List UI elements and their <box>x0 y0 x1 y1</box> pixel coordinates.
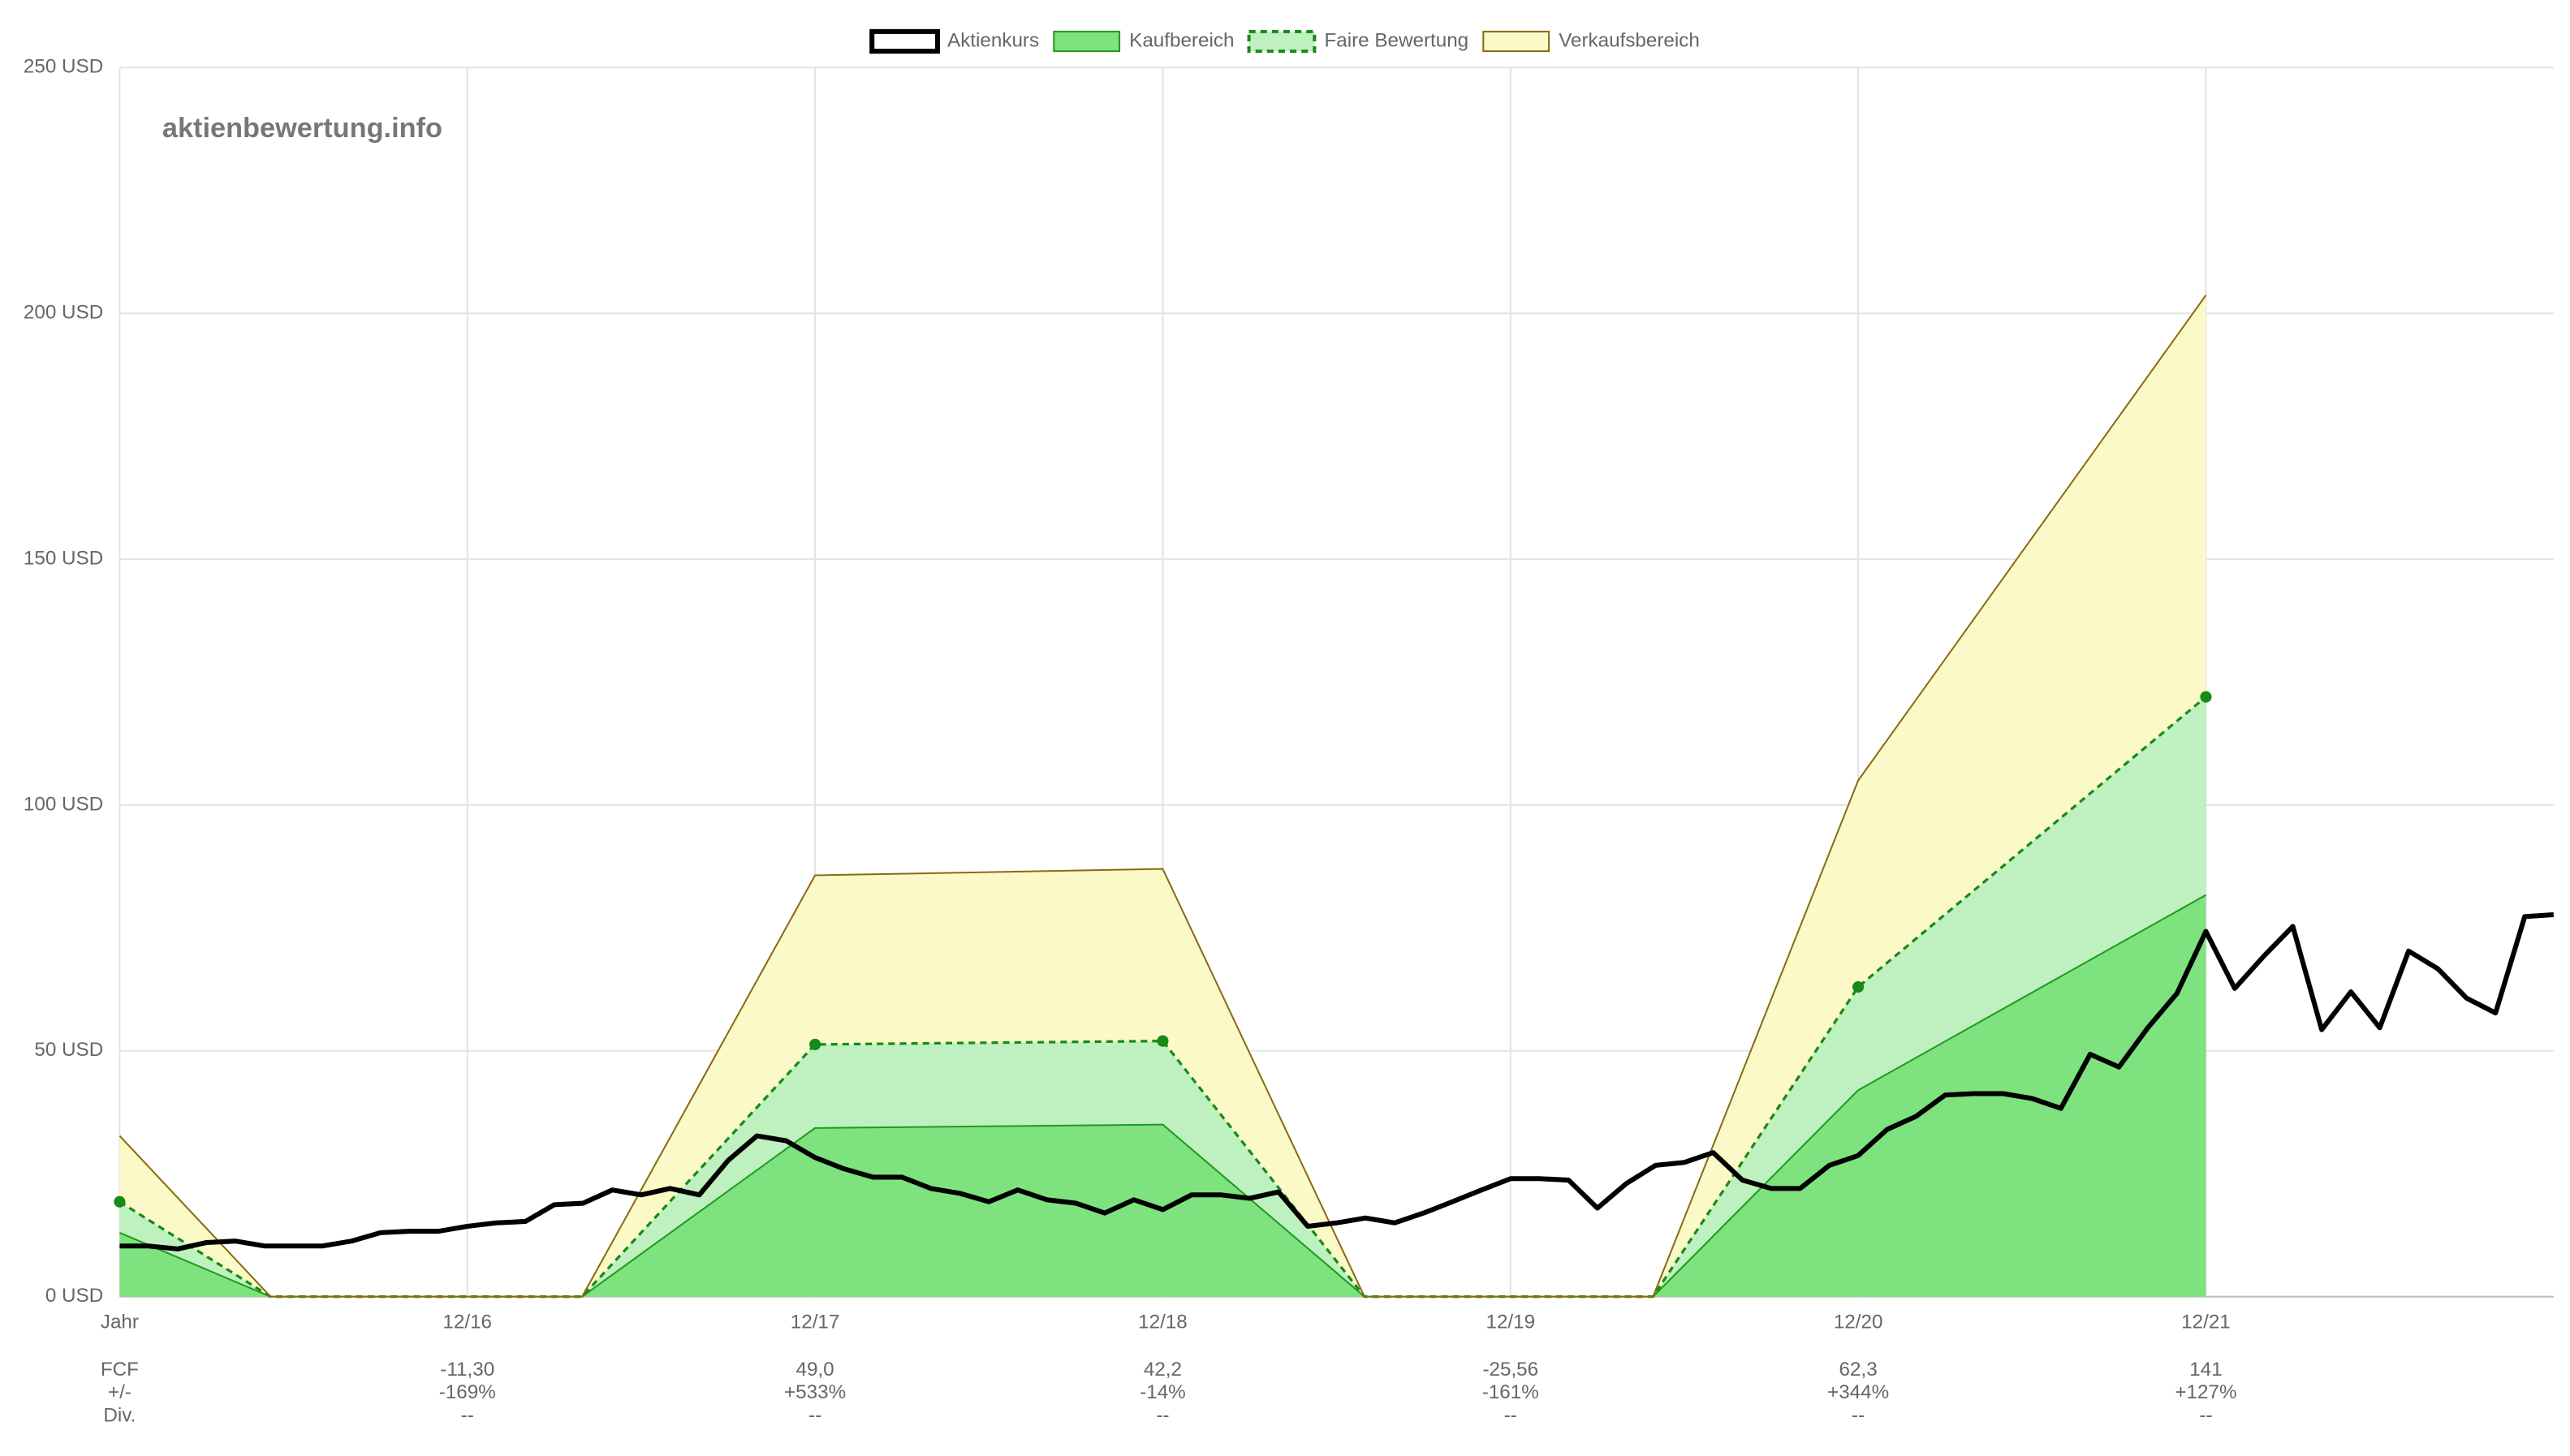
legend-swatch <box>1482 30 1550 53</box>
y-tick-label: 150 USD <box>24 547 103 569</box>
table-cell: -- <box>461 1404 474 1426</box>
legend-label: Verkaufsbereich <box>1559 29 1700 51</box>
table-cell: +533% <box>784 1381 846 1403</box>
table-cell: +344% <box>1827 1381 1889 1403</box>
legend-swatch <box>1053 30 1121 53</box>
series-line <box>119 696 2207 1299</box>
x-tick-label: 12/19 <box>1486 1311 1535 1333</box>
fair-value-dot <box>809 1038 821 1050</box>
row-label: +/- <box>108 1381 132 1403</box>
table-cell: -- <box>1156 1404 1169 1426</box>
row-label: Div. <box>103 1404 136 1426</box>
table-cell: -11,30 <box>440 1359 494 1381</box>
table-cell: 62,3 <box>1839 1359 1878 1381</box>
band-fills <box>119 295 2206 1297</box>
legend-label: Faire Bewertung <box>1324 29 1468 51</box>
x-tick-label: 12/17 <box>791 1311 840 1333</box>
fair-value-dot <box>114 1195 126 1208</box>
table-cell: -- <box>2199 1404 2212 1426</box>
x-tick-label: 12/20 <box>1834 1311 1883 1333</box>
series-line <box>119 295 2207 1298</box>
series-line <box>119 911 2555 1251</box>
fair-value-dot <box>1852 980 1865 993</box>
y-tick-label: 200 USD <box>24 302 103 324</box>
legend-swatch <box>1247 29 1317 54</box>
table-cell: -25,56 <box>1482 1359 1538 1381</box>
y-tick-label: 100 USD <box>24 793 103 815</box>
row-label: FCF <box>101 1359 139 1381</box>
legend-swatch <box>869 28 940 54</box>
table-cell: -161% <box>1482 1381 1539 1403</box>
table-cell: +127% <box>2175 1381 2236 1403</box>
row-label: Jahr <box>101 1311 139 1333</box>
y-tick-label: 250 USD <box>24 56 103 78</box>
table-cell: -- <box>1504 1404 1517 1426</box>
y-tick-label: 0 USD <box>45 1285 103 1307</box>
fair-value-dot <box>1157 1035 1169 1047</box>
watermark: aktienbewertung.info <box>162 113 442 144</box>
table-cell: -- <box>1852 1404 1865 1426</box>
table-cell: 42,2 <box>1144 1359 1182 1381</box>
fair-value-dot <box>2200 691 2212 703</box>
x-tick-label: 12/18 <box>1138 1311 1188 1333</box>
table-cell: 49,0 <box>796 1359 834 1381</box>
y-tick-label: 50 USD <box>34 1039 103 1061</box>
legend-label: Aktienkurs <box>947 29 1039 51</box>
table-cell: -169% <box>439 1381 496 1403</box>
table-cell: -- <box>809 1404 821 1426</box>
table-cell: -14% <box>1140 1381 1186 1403</box>
table-cell: 141 <box>2189 1359 2222 1381</box>
band-fill <box>119 894 2206 1297</box>
legend-label: Kaufbereich <box>1129 29 1234 51</box>
x-tick-label: 12/16 <box>442 1311 492 1333</box>
x-tick-label: 12/21 <box>2181 1311 2231 1333</box>
